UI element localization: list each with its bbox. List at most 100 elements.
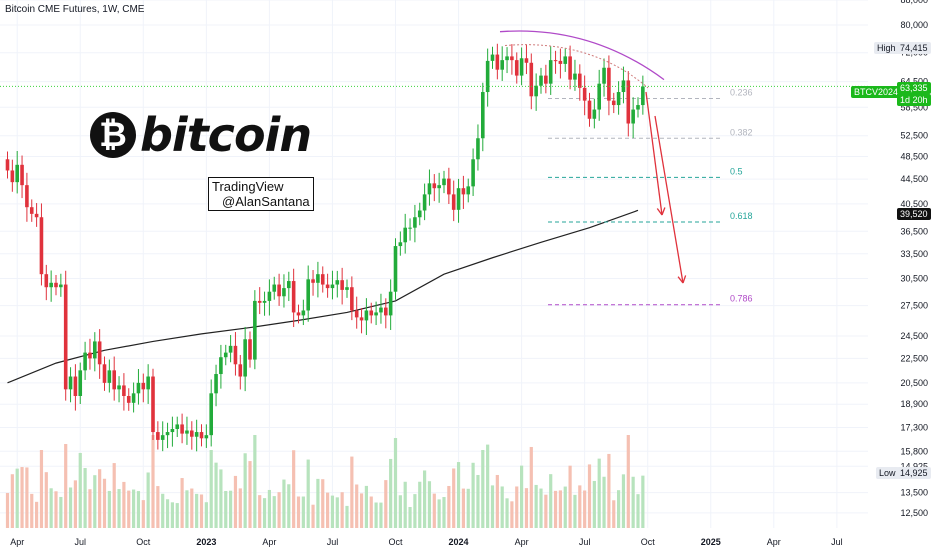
- candle-body: [354, 310, 359, 318]
- candle-body: [243, 339, 247, 377]
- high-tag-label: High: [874, 42, 899, 54]
- low-tag-label: Low: [876, 467, 899, 479]
- candle-body: [398, 242, 403, 247]
- projection-arrow-2: [654, 115, 684, 284]
- volume-bar: [316, 478, 320, 528]
- price-axis: 12,500 13,500 14,925 15,800 17,300 18,900 20,5…: [900, 0, 928, 518]
- candle-body: [529, 62, 534, 97]
- volume-bar: [490, 485, 495, 528]
- candle-body: [582, 87, 587, 101]
- candle-body: [20, 164, 24, 186]
- candle-body: [262, 300, 267, 303]
- volume-bar: [117, 489, 121, 528]
- time-tick-label: Apr: [767, 537, 781, 547]
- price-tick-label: 58,500: [900, 102, 928, 112]
- candle-body: [248, 339, 252, 360]
- price-tick-label: 12,500: [900, 508, 928, 518]
- candle-body: [88, 352, 92, 359]
- ma-tag: 39,520: [897, 208, 931, 220]
- candle-body: [160, 435, 165, 440]
- candle-body: [209, 393, 213, 436]
- volume-bar: [481, 450, 485, 528]
- candle-body: [146, 376, 150, 390]
- volume-bar: [403, 481, 407, 528]
- volume-bar: [612, 500, 616, 528]
- volume-bar: [64, 444, 68, 528]
- price-tick-label: 17,300: [900, 422, 928, 432]
- volume-bar: [374, 502, 378, 528]
- price-tick-label: 40,500: [900, 199, 928, 209]
- candle-body: [102, 364, 107, 383]
- volume-bar: [151, 435, 155, 528]
- volume-bar: [442, 497, 446, 528]
- volume-bar: [277, 492, 281, 528]
- price-tag: 63,335: [897, 82, 931, 94]
- volume-bar: [408, 507, 412, 528]
- volume-bar: [296, 496, 301, 528]
- candle-body: [505, 56, 509, 61]
- volume-bar: [253, 435, 257, 528]
- fib-level-label: 0.236: [730, 87, 753, 97]
- volume-bar: [476, 474, 480, 528]
- candle-body: [611, 100, 616, 106]
- candle-body: [466, 186, 471, 195]
- volume-bar: [452, 468, 456, 528]
- volume-bar: [88, 489, 92, 528]
- volume-bar: [418, 481, 422, 528]
- volume-bar: [141, 500, 145, 528]
- candle-body: [548, 60, 553, 84]
- volume-bar: [306, 459, 310, 528]
- candle-body: [296, 312, 301, 316]
- volume-bar: [204, 502, 208, 528]
- volume-bar: [389, 458, 393, 528]
- candle-body: [597, 83, 601, 110]
- candle-body: [432, 183, 437, 189]
- candle-body: [165, 432, 170, 436]
- volume-bar: [568, 465, 572, 528]
- volume-bar: [262, 498, 267, 528]
- candle-body: [524, 58, 529, 63]
- volume-bar: [510, 501, 514, 528]
- time-tick-label: Oct: [388, 537, 403, 547]
- volume-bar: [214, 462, 218, 528]
- volume-bar: [558, 490, 562, 528]
- volume-bar: [35, 501, 39, 528]
- time-tick-label: Jul: [74, 537, 86, 547]
- fib-level-label: 0.382: [730, 127, 753, 137]
- volume-bar: [146, 472, 150, 528]
- price-tick-label: 22,500: [900, 353, 928, 363]
- bitcoin-logo: ₿ bitcoin: [90, 108, 312, 162]
- candle-body: [568, 56, 572, 80]
- fibonacci-levels: 0.236 0.382 0.5 0.618 0.786: [548, 87, 753, 306]
- volume-bar: [359, 493, 364, 528]
- candle-body: [616, 92, 621, 106]
- candle-body: [219, 357, 223, 375]
- volume-bar: [238, 488, 242, 528]
- fib-level-label: 0.618: [730, 211, 753, 221]
- volume-bar: [583, 490, 587, 528]
- volume-bar: [20, 467, 24, 528]
- volume-bar: [190, 488, 194, 528]
- time-tick-label: Apr: [515, 537, 529, 547]
- ma-line: [7, 209, 639, 384]
- price-tick-label: 13,500: [900, 488, 928, 498]
- candle-body: [68, 376, 73, 390]
- candle-body: [199, 432, 204, 439]
- volume-bar: [592, 480, 596, 528]
- candle-body: [59, 284, 63, 288]
- fib-level-label: 0.786: [730, 294, 753, 304]
- candle-body: [330, 284, 335, 289]
- volume-bar: [272, 496, 276, 528]
- volume-bar: [39, 450, 44, 528]
- projection-arrow-1-head: [661, 207, 666, 216]
- volume-bar: [621, 474, 626, 528]
- price-tick-label: 30,500: [900, 273, 928, 283]
- volume-bar: [292, 450, 296, 528]
- candle-body: [223, 352, 228, 358]
- candle-body: [97, 341, 102, 365]
- candle-body: [25, 185, 29, 208]
- price-tick-label: 80,000: [900, 20, 928, 30]
- time-tick-label: Jul: [831, 537, 843, 547]
- candle-body: [563, 56, 568, 64]
